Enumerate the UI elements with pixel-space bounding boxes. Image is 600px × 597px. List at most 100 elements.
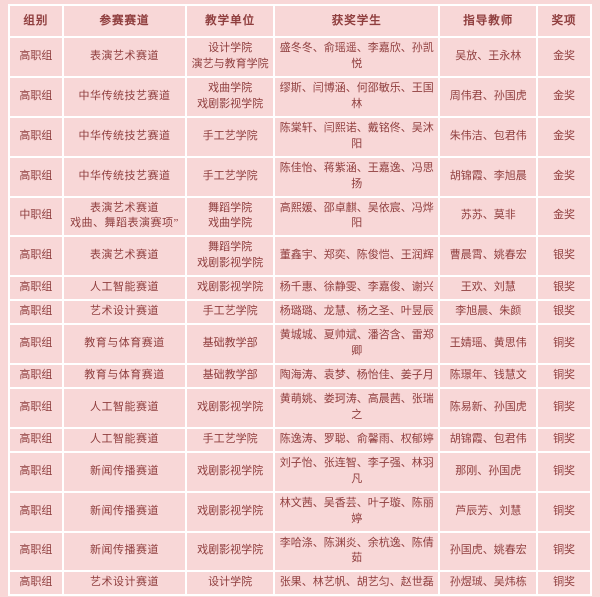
- cell-award: 金奖: [536, 195, 592, 238]
- table-row: 高职组 新闻传播赛道 戏剧影视学院 刘子怡、张连智、李子强、林羽凡 那刚、孙国虎 铜奖: [8, 450, 592, 493]
- cell-teachers: 吴放、王永林: [438, 36, 539, 78]
- cell-award: 金奖: [536, 75, 592, 118]
- cell-teachers: 王婧瑶、黄思伟: [438, 323, 539, 365]
- cell-award: 铜奖: [536, 450, 592, 493]
- table-row: 高职组 新闻传播赛道 戏剧影视学院 林文茜、吴香芸、叶子璇、陈丽婷 芦辰芳、刘慧 铜奖: [8, 490, 592, 533]
- table-row: 高职组 人工智能赛道 戏剧影视学院 杨千惠、徐静雯、李嘉俊、谢兴 王欢、刘慧 银奖: [8, 275, 592, 302]
- cell-unit: 戏曲学院 戏剧影视学院: [185, 75, 276, 118]
- table-row: 高职组 中华传统技艺赛道 手工艺学院 陈佳怡、蒋紫涵、王嘉逸、冯思扬 胡锦霞、李旭晨 金奖: [8, 155, 592, 198]
- table-row: 高职组 艺术设计赛道 设计学院 张果、林艺帆、胡艺匀、赵世磊 孙煜珹、吴炜栋 铜奖: [8, 570, 592, 597]
- column-header: 参赛赛道: [61, 4, 188, 38]
- cell-track: 新闻传播赛道: [61, 490, 188, 533]
- table-row: 高职组 表演艺术赛道 舞蹈学院 戏剧影视学院 董鑫宇、郑奕、陈俊恺、王润辉 曹晨霄、姚春…: [8, 235, 592, 278]
- cell-unit: 舞蹈学院 戏剧影视学院: [185, 235, 276, 278]
- cell-unit: 戏剧影视学院: [185, 386, 276, 429]
- cell-students: 杨千惠、徐静雯、李嘉俊、谢兴: [273, 275, 441, 302]
- cell-track: 艺术设计赛道: [61, 299, 188, 326]
- cell-group: 高职组: [8, 426, 64, 453]
- cell-teachers: 那刚、孙国虎: [438, 450, 539, 493]
- column-header: 组别: [8, 4, 64, 38]
- cell-track: 艺术设计赛道: [61, 570, 188, 597]
- cell-track: 教育与体育赛道: [61, 363, 188, 389]
- cell-teachers: 胡锦霞、包君伟: [438, 426, 539, 453]
- cell-teachers: 胡锦霞、李旭晨: [438, 155, 539, 198]
- cell-group: 高职组: [8, 115, 64, 158]
- cell-award: 银奖: [536, 299, 592, 326]
- cell-track: 教育与体育赛道: [61, 323, 188, 365]
- table-row: 高职组 教育与体育赛道 基础教学部 黄城城、夏帅斌、潘咨含、雷郑卿 王婧瑶、黄思伟 铜奖: [8, 323, 592, 365]
- cell-teachers: 曹晨霄、姚春宏: [438, 235, 539, 278]
- cell-students: 缪斯、闫博涵、何邵敏乐、王国林: [273, 75, 441, 118]
- cell-students: 陈棠轩、闫熙诺、戴铭佟、吴沐阳: [273, 115, 441, 158]
- cell-award: 铜奖: [536, 323, 592, 365]
- cell-award: 铜奖: [536, 490, 592, 533]
- cell-group: 高职组: [8, 530, 64, 573]
- cell-award: 铜奖: [536, 426, 592, 453]
- cell-students: 陈逸涛、罗聪、俞馨雨、权郁婷: [273, 426, 441, 453]
- cell-teachers: 芦辰芳、刘慧: [438, 490, 539, 533]
- table-row: 高职组 教育与体育赛道 基础教学部 陶海涛、袁梦、杨怡佳、姜子月 陈璟年、钱慧文 铜奖: [8, 363, 592, 389]
- cell-track: 中华传统技艺赛道: [61, 75, 188, 118]
- cell-unit: 手工艺学院: [185, 426, 276, 453]
- cell-unit: 手工艺学院: [185, 299, 276, 326]
- cell-award: 铜奖: [536, 530, 592, 573]
- cell-award: 金奖: [536, 36, 592, 78]
- cell-award: 银奖: [536, 235, 592, 278]
- cell-students: 高熙媛、邵卓麒、吴依宸、冯烨阳: [273, 195, 441, 238]
- cell-teachers: 孙国虎、姚春宏: [438, 530, 539, 573]
- awards-table: 组别 参赛赛道 教学单位 获奖学生 指导教师 奖项 高职组 表演艺术赛道 设计学院 演艺与教育…: [8, 4, 592, 597]
- cell-award: 铜奖: [536, 570, 592, 597]
- cell-track: 中华传统技艺赛道: [61, 155, 188, 198]
- cell-teachers: 李旭晨、朱颜: [438, 299, 539, 326]
- header-row: 组别 参赛赛道 教学单位 获奖学生 指导教师 奖项: [8, 4, 592, 38]
- cell-unit: 基础教学部: [185, 363, 276, 389]
- cell-award: 金奖: [536, 115, 592, 158]
- cell-group: 高职组: [8, 490, 64, 533]
- cell-teachers: 周伟君、孙国虎: [438, 75, 539, 118]
- column-header: 获奖学生: [273, 4, 441, 38]
- cell-unit: 基础教学部: [185, 323, 276, 365]
- cell-unit: 设计学院: [185, 570, 276, 597]
- cell-students: 刘子怡、张连智、李子强、林羽凡: [273, 450, 441, 493]
- cell-unit: 戏剧影视学院: [185, 450, 276, 493]
- cell-group: 高职组: [8, 299, 64, 326]
- cell-group: 高职组: [8, 386, 64, 429]
- cell-teachers: 苏苏、莫非: [438, 195, 539, 238]
- cell-unit: 手工艺学院: [185, 155, 276, 198]
- cell-group: 高职组: [8, 363, 64, 389]
- cell-track: 新闻传播赛道: [61, 450, 188, 493]
- table-row: 高职组 人工智能赛道 戏剧影视学院 黄萌姚、娄珂涛、高晨茜、张瑞之 陈易新、孙国虎 铜奖: [8, 386, 592, 429]
- table-row: 高职组 新闻传播赛道 戏剧影视学院 李哈涤、陈渊炎、余杭逸、陈倩茹 孙国虎、姚春宏 铜奖: [8, 530, 592, 573]
- cell-group: 高职组: [8, 36, 64, 78]
- cell-group: 中职组: [8, 195, 64, 238]
- cell-teachers: 陈璟年、钱慧文: [438, 363, 539, 389]
- table-row: 高职组 表演艺术赛道 设计学院 演艺与教育学院 盛冬冬、俞瑶遥、李嘉欣、孙凯悦 吴放、王…: [8, 36, 592, 78]
- column-header: 指导教师: [438, 4, 539, 38]
- cell-students: 陈佳怡、蒋紫涵、王嘉逸、冯思扬: [273, 155, 441, 198]
- cell-unit: 手工艺学院: [185, 115, 276, 158]
- cell-track: 表演艺术赛道: [61, 235, 188, 278]
- cell-track: 新闻传播赛道: [61, 530, 188, 573]
- cell-track: 表演艺术赛道 戏曲、舞蹈表演赛项”: [61, 195, 188, 238]
- cell-teachers: 孙煜珹、吴炜栋: [438, 570, 539, 597]
- cell-teachers: 王欢、刘慧: [438, 275, 539, 302]
- table-row: 高职组 中华传统技艺赛道 戏曲学院 戏剧影视学院 缪斯、闫博涵、何邵敏乐、王国林 周伟君…: [8, 75, 592, 118]
- cell-award: 银奖: [536, 275, 592, 302]
- cell-unit: 设计学院 演艺与教育学院: [185, 36, 276, 78]
- cell-group: 高职组: [8, 75, 64, 118]
- cell-track: 人工智能赛道: [61, 386, 188, 429]
- table-row: 中职组 表演艺术赛道 戏曲、舞蹈表演赛项” 舞蹈学院 戏曲学院 高熙媛、邵卓麒、吴依宸…: [8, 195, 592, 238]
- cell-students: 董鑫宇、郑奕、陈俊恺、王润辉: [273, 235, 441, 278]
- cell-students: 陶海涛、袁梦、杨怡佳、姜子月: [273, 363, 441, 389]
- cell-track: 中华传统技艺赛道: [61, 115, 188, 158]
- cell-award: 铜奖: [536, 386, 592, 429]
- cell-students: 黄萌姚、娄珂涛、高晨茜、张瑞之: [273, 386, 441, 429]
- table-body: 高职组 表演艺术赛道 设计学院 演艺与教育学院 盛冬冬、俞瑶遥、李嘉欣、孙凯悦 吴放、王…: [8, 36, 592, 597]
- cell-unit: 戏剧影视学院: [185, 490, 276, 533]
- table-row: 高职组 人工智能赛道 手工艺学院 陈逸涛、罗聪、俞馨雨、权郁婷 胡锦霞、包君伟 铜奖: [8, 426, 592, 453]
- cell-award: 金奖: [536, 155, 592, 198]
- cell-group: 高职组: [8, 235, 64, 278]
- cell-unit: 戏剧影视学院: [185, 275, 276, 302]
- cell-students: 盛冬冬、俞瑶遥、李嘉欣、孙凯悦: [273, 36, 441, 78]
